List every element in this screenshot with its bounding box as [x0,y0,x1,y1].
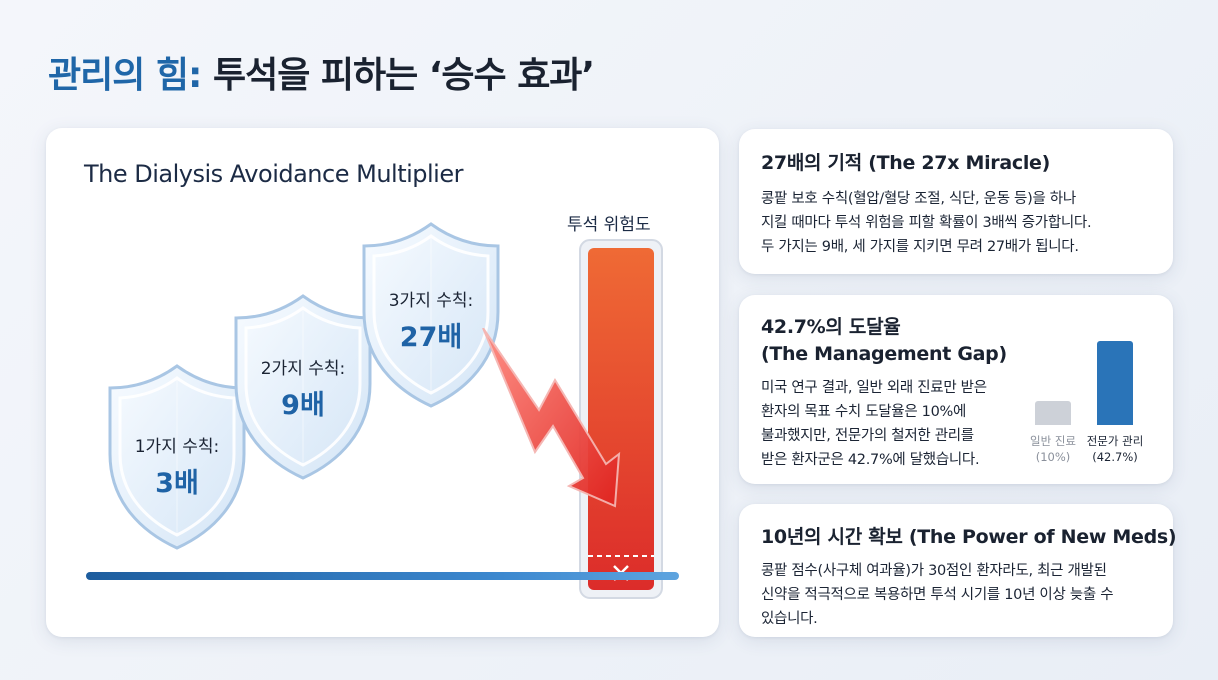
card-27x-title: 27배의 기적 (The 27x Miracle) [761,152,1051,174]
body-line: 불과했지만, 전문가의 철저한 관리를 [761,428,974,444]
shield-3-label: 3가지 수칙: [388,291,474,311]
card-meds-title: 10년의 시간 확보 (The Power of New Meds) [761,526,1177,548]
mini-value: (42.7%) [1092,450,1138,464]
body-line: 미국 연구 결과, 일반 외래 진료만 받은 [761,380,987,396]
card-27x-body: 콩팥 보호 수칙(혈압/혈당 조절, 식단, 운동 등)을 하나 지킬 때마다 … [761,187,1092,259]
shield-3-value: 27배 [399,322,463,353]
shield-1-value: 3배 [155,468,199,499]
shield-3-rules: 3가지 수칙: 27배 [358,220,504,410]
shield-2-rules: 2가지 수칙: 9배 [230,292,376,482]
shield-1-rule: 1가지 수칙: 3배 [104,362,250,552]
shield-icon [234,294,372,480]
risk-label: 투석 위험도 [567,215,651,235]
shield-1-label: 1가지 수칙: [134,437,220,457]
card-gap-title-line: 42.7%의 도달율 [761,316,901,338]
page-title-accent: 관리의 힘: [48,55,202,96]
card-gap-title: 42.7%의 도달율 (The Management Gap) [761,314,1007,368]
multiplier-infographic-card: The Dialysis Avoidance Multiplier 1가지 수칙… [46,128,719,637]
card-management-gap: 42.7%의 도달율 (The Management Gap) 미국 연구 결과… [739,295,1173,484]
body-line: 두 가지는 9배, 세 가지를 지키면 무려 27배가 됩니다. [761,239,1079,255]
card-gap-title-line: (The Management Gap) [761,343,1007,365]
mini-bar-chart: 일반 진료 (10%) 전문가 관리 (42.7%) [1029,315,1159,475]
body-line: 있습니다. [761,611,818,627]
mini-value: (10%) [1035,450,1071,464]
shield-icon [362,222,500,408]
mini-label-specialist: 전문가 관리 (42.7%) [1075,433,1155,465]
shield-icon [108,364,246,550]
mini-category: 전문가 관리 [1086,434,1144,448]
page-title: 관리의 힘: 투석을 피하는 ‘승수 효과’ [48,46,595,98]
card-27x-miracle: 27배의 기적 (The 27x Miracle) 콩팥 보호 수칙(혈압/혈당… [739,129,1173,274]
mini-label-general: 일반 진료 (10%) [1013,433,1093,465]
card-new-meds: 10년의 시간 확보 (The Power of New Meds) 콩팥 점수… [739,504,1177,637]
mini-bar-general [1035,401,1071,425]
lightning-arrow-icon [482,328,621,508]
card-gap-body: 미국 연구 결과, 일반 외래 진료만 받은 환자의 목표 수치 도달율은 10… [761,376,987,472]
mini-bar-specialist [1097,341,1133,425]
infographic-heading: The Dialysis Avoidance Multiplier [84,160,463,188]
mini-category: 일반 진료 [1030,434,1076,448]
body-line: 신약을 적극적으로 복용하면 투석 시기를 10년 이상 늦출 수 [761,587,1114,603]
baseline [86,572,679,580]
risk-bar [579,239,663,599]
card-meds-body: 콩팥 점수(사구체 여과율)가 30점인 환자라도, 최근 개발된 신약을 적극… [761,559,1114,631]
body-line: 콩팥 점수(사구체 여과율)가 30점인 환자라도, 최근 개발된 [761,563,1107,579]
body-line: 지킬 때마다 투석 위험을 피할 확률이 3배씩 증가합니다. [761,215,1092,231]
body-line: 환자의 목표 수치 도달율은 10%에 [761,404,967,420]
body-line: 받은 환자군은 42.7%에 달했습니다. [761,452,980,468]
body-line: 콩팥 보호 수칙(혈압/혈당 조절, 식단, 운동 등)을 하나 [761,191,1076,207]
shield-2-value: 9배 [281,390,325,421]
shield-2-label: 2가지 수칙: [260,359,346,379]
page-title-rest: 투석을 피하는 ‘승수 효과’ [201,55,595,96]
